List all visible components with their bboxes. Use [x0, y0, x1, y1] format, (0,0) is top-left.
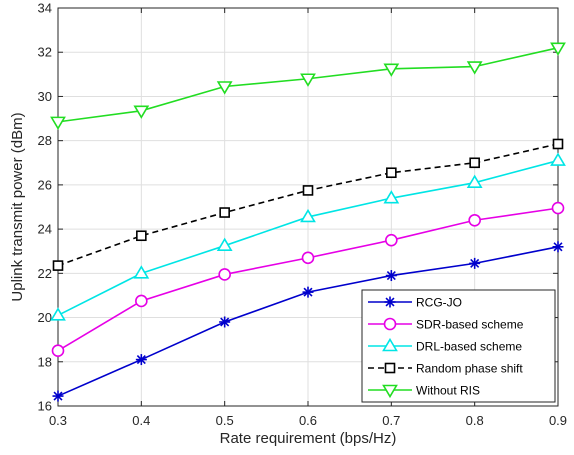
legend-item: Random phase shift [368, 362, 523, 376]
x-axis-label: Rate requirement (bps/Hz) [220, 430, 397, 447]
data-point [52, 390, 64, 402]
legend-item: SDR-based scheme [368, 318, 524, 332]
y-tick-label: 18 [38, 354, 52, 369]
x-tick-label: 0.9 [549, 413, 567, 428]
y-tick-label: 22 [38, 266, 52, 281]
data-point [300, 73, 316, 87]
legend-label: RCG-JO [416, 296, 462, 310]
data-point [383, 190, 400, 204]
legend-label: Random phase shift [416, 362, 523, 376]
x-tick-label: 0.4 [132, 413, 150, 428]
data-point [552, 138, 564, 150]
series-layer [50, 42, 566, 402]
data-point [219, 316, 231, 328]
data-point [136, 230, 147, 242]
data-point [382, 384, 398, 399]
data-point [135, 294, 148, 308]
legend-item: Without RIS [368, 384, 480, 399]
legend-item: RCG-JO [368, 296, 462, 310]
data-point [386, 167, 397, 179]
data-point [52, 260, 64, 271]
series-rcg-jo [52, 241, 564, 402]
legend: RCG-JO SDR-based scheme DRL-based scheme Ra… [361, 289, 556, 403]
data-point [551, 201, 565, 215]
y-tick-label: 26 [38, 177, 52, 192]
series-random-phase-shift [52, 138, 564, 271]
data-point [383, 63, 400, 77]
data-point [382, 337, 398, 352]
x-tick-label: 0.8 [466, 413, 484, 428]
data-point [300, 208, 316, 223]
data-point [135, 354, 147, 366]
legend-label: Without RIS [416, 384, 480, 398]
legend-label: SDR-based scheme [416, 318, 524, 332]
data-point [51, 344, 65, 358]
data-point [385, 270, 397, 282]
data-point [469, 257, 481, 269]
y-tick-label: 32 [38, 45, 52, 60]
series-without-ris [50, 42, 566, 130]
legend-label: DRL-based scheme [416, 340, 522, 354]
y-tick-label: 20 [38, 310, 52, 325]
data-point [468, 213, 481, 227]
data-point [133, 105, 150, 119]
y-tick-label: 30 [38, 89, 52, 104]
x-tick-label: 0.3 [49, 413, 67, 428]
data-point [550, 152, 566, 166]
data-point [133, 265, 150, 279]
series-sdr-based-scheme [51, 201, 565, 358]
data-point [219, 207, 230, 218]
data-point [218, 268, 231, 281]
data-point [216, 237, 233, 251]
data-point [301, 251, 315, 265]
legend-item: DRL-based scheme [368, 337, 522, 354]
x-tick-label: 0.6 [299, 413, 317, 428]
data-point [552, 241, 564, 253]
series-drl-based-scheme [50, 152, 566, 321]
y-tick-label: 24 [38, 222, 52, 237]
y-tick-label: 16 [38, 399, 52, 414]
data-point [469, 157, 480, 169]
data-point [302, 286, 314, 298]
data-point [50, 116, 66, 130]
data-point [466, 174, 483, 188]
data-point [384, 362, 396, 374]
data-point [550, 42, 566, 56]
y-tick-label: 28 [38, 133, 52, 148]
data-point [216, 81, 233, 95]
data-point [384, 296, 396, 308]
y-axis-label: Uplink transmit power (dBm) [9, 112, 26, 301]
ticks: 0.3 0.4 0.5 0.6 0.7 0.8 0.9 16 18 20 22 24 26 28 30 32 3… [38, 1, 568, 429]
data-point [302, 185, 314, 196]
x-tick-label: 0.7 [382, 413, 400, 428]
x-tick-label: 0.5 [216, 413, 234, 428]
y-tick-label: 34 [38, 1, 52, 16]
data-point [383, 317, 397, 331]
data-point [466, 61, 483, 75]
data-point [385, 233, 398, 247]
data-point [50, 307, 66, 321]
